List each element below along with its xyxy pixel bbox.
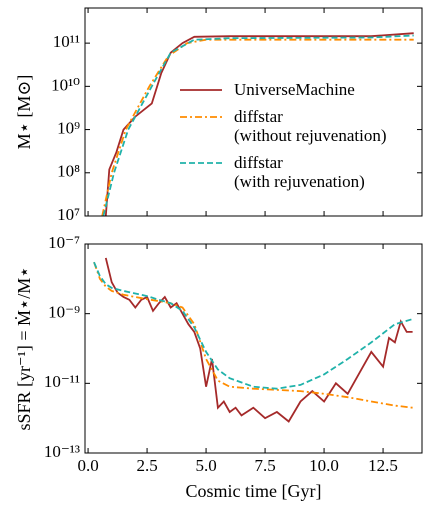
y-axis-label: sSFR [yr⁻¹] = Ṁ⋆/M⋆ xyxy=(14,266,34,430)
legend-entry: UniverseMachine xyxy=(178,80,387,99)
y-tick-label: 10⁹ xyxy=(57,118,80,137)
y-tick-label: 10¹¹ xyxy=(53,32,80,51)
y-tick-label: 10⁻⁷ xyxy=(48,233,80,252)
series-line xyxy=(104,32,414,216)
legend-label: diffstar (without rejuvenation) xyxy=(234,107,387,145)
series-line xyxy=(93,261,413,409)
legend-swatch xyxy=(180,116,222,118)
x-tick-label: 10.0 xyxy=(309,456,339,475)
legend-swatch xyxy=(180,89,222,91)
x-axis-label: Cosmic time [Gyr] xyxy=(186,481,322,501)
series-line xyxy=(104,257,413,423)
x-tick-label: 2.5 xyxy=(136,456,157,475)
series-line xyxy=(101,38,414,216)
x-tick-label: 7.5 xyxy=(254,456,275,475)
y-tick-label: 10⁷ xyxy=(57,205,80,224)
x-tick-label: 12.5 xyxy=(368,456,398,475)
y-axis-label: M⋆ [M⊙] xyxy=(14,75,34,150)
y-tick-label: 10⁻¹¹ xyxy=(44,372,80,391)
legend-entry: diffstar (without rejuvenation) xyxy=(178,107,387,145)
legend: UniverseMachine diffstar (without rejuven… xyxy=(178,80,387,199)
y-tick-label: 10⁸ xyxy=(57,162,80,181)
legend-entry: diffstar (with rejuvenation) xyxy=(178,153,387,191)
legend-label: diffstar (with rejuvenation) xyxy=(234,153,365,191)
series-line xyxy=(102,34,414,216)
y-tick-label: 10⁻⁹ xyxy=(48,303,80,322)
legend-label: UniverseMachine xyxy=(234,80,355,99)
x-tick-label: 5.0 xyxy=(195,456,216,475)
y-tick-label: 10⁻¹³ xyxy=(44,442,80,461)
x-tick-label: 0.0 xyxy=(77,456,98,475)
legend-swatch xyxy=(180,162,222,164)
axes-frame xyxy=(84,7,423,217)
series-line xyxy=(93,261,413,390)
axes-frame xyxy=(84,243,423,454)
y-tick-label: 10¹⁰ xyxy=(51,75,80,94)
